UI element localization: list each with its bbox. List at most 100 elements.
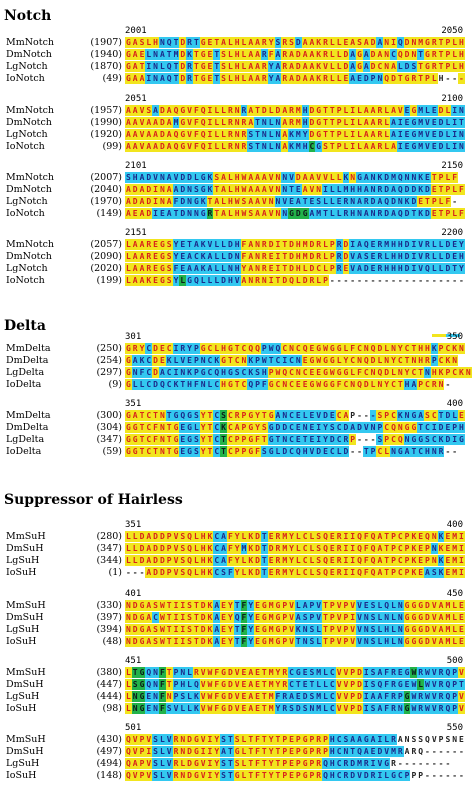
residue: P <box>451 691 459 702</box>
residue: H <box>294 251 302 262</box>
residue: G <box>260 612 268 623</box>
residue: T <box>458 679 465 690</box>
residue: T <box>247 770 255 781</box>
residue: R <box>308 275 316 286</box>
residue: - <box>438 747 444 756</box>
residue: V <box>199 770 207 781</box>
residue: D <box>158 555 166 566</box>
residue: G <box>247 410 255 421</box>
residue: E <box>294 184 302 195</box>
residue: A <box>281 129 289 140</box>
residue: C <box>213 410 221 421</box>
residue: H <box>349 184 357 195</box>
residue: R <box>376 141 384 152</box>
residue: A <box>165 196 173 207</box>
residue: N <box>281 184 289 195</box>
residue: E <box>294 422 302 433</box>
residue: M <box>383 239 391 250</box>
position-start: 301 <box>125 332 142 342</box>
residue: W <box>410 691 418 702</box>
residue: T <box>328 129 336 140</box>
residue: L <box>125 531 132 542</box>
residue: A <box>247 61 255 72</box>
residue: R <box>390 679 397 690</box>
residue: C <box>145 446 153 457</box>
residue: L <box>179 275 187 286</box>
residue: P <box>328 239 336 250</box>
residue: T <box>165 446 173 457</box>
residue: I <box>362 691 370 702</box>
residue: A <box>437 612 445 623</box>
residue: L <box>376 612 384 623</box>
residue: D <box>267 239 275 250</box>
residue: E <box>240 679 248 690</box>
residue: P <box>328 263 336 274</box>
residue: P <box>328 636 336 647</box>
residue: T <box>254 129 261 140</box>
residue: G <box>417 434 425 445</box>
residue: A <box>165 172 173 183</box>
residue: L <box>240 746 248 757</box>
residue: F <box>213 703 221 714</box>
residue: G <box>362 734 370 745</box>
residue: T <box>233 379 241 390</box>
residue: G <box>199 73 207 84</box>
residue: D <box>369 49 377 60</box>
residue: L <box>125 703 132 714</box>
residue: C <box>145 367 153 378</box>
residue: V <box>131 770 139 781</box>
residue: C <box>335 758 343 769</box>
residue: N <box>369 367 377 378</box>
residue: N <box>199 355 207 366</box>
residue: N <box>390 343 397 354</box>
residue: L <box>315 624 323 635</box>
residue: - <box>357 276 362 285</box>
residue: A <box>138 208 146 219</box>
residue: - <box>438 276 444 285</box>
residue: R <box>240 105 248 116</box>
position-start: 351 <box>125 520 142 530</box>
residue: G <box>335 367 343 378</box>
residue: N <box>349 196 357 207</box>
residue: A <box>247 679 255 690</box>
residue: L <box>226 208 234 219</box>
residue: G <box>417 612 425 623</box>
residue: M <box>451 543 459 554</box>
residue: T <box>274 734 282 745</box>
residue: V <box>199 679 207 690</box>
sequence-row: MmNotch (1907) G A S L H N Q T D R T G E T A L H L A A R Y S R S D A… <box>0 37 474 48</box>
residue: R <box>226 117 234 128</box>
sequence-row: MmSuH (430) Q V P V S L V R N D G V I Y S T S L T F T Y T P E P G P R P… <box>0 734 474 745</box>
residue: Y <box>233 555 241 566</box>
residue: A <box>186 263 193 274</box>
residue: N <box>369 208 377 219</box>
residue: K <box>437 531 445 542</box>
residue: G <box>172 410 180 421</box>
residue: A <box>254 61 261 72</box>
residue: L <box>451 636 459 647</box>
residue: P <box>444 208 452 219</box>
residue: K <box>403 196 411 207</box>
residue: S <box>240 196 248 207</box>
residue: Q <box>301 343 309 354</box>
residue: K <box>437 434 445 445</box>
residue: G <box>199 37 207 48</box>
residue: A <box>145 129 153 140</box>
residue: A <box>213 636 221 647</box>
residue: P <box>281 624 289 635</box>
residue: - <box>459 276 464 285</box>
residue: N <box>396 196 404 207</box>
residue: L <box>226 37 234 48</box>
residue: - <box>336 276 342 285</box>
residue: I <box>206 117 214 128</box>
residue: T <box>294 679 302 690</box>
residue: A <box>274 410 282 421</box>
residue: T <box>260 567 268 578</box>
residue: T <box>226 758 234 769</box>
residue: E <box>145 691 153 702</box>
residue: A <box>356 263 363 274</box>
residue: I <box>145 746 153 757</box>
residue: T <box>226 770 234 781</box>
residue: Y <box>288 567 295 578</box>
residue: L <box>328 61 336 72</box>
